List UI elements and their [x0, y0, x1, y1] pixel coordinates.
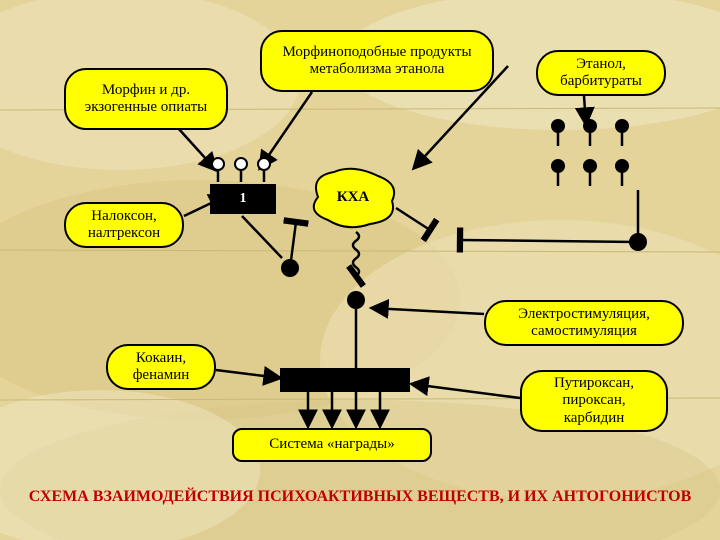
blackbox-box1: 1: [210, 184, 276, 214]
caption-text: СХЕМА ВЗАИМОДЕЙСТВИЯ ПСИХОАКТИВНЫХ ВЕЩЕС…: [29, 488, 692, 505]
diagram-caption: СХЕМА ВЗАИМОДЕЙСТВИЯ ПСИХОАКТИВНЫХ ВЕЩЕС…: [0, 488, 720, 506]
node-metab: Морфиноподобные продукты метаболизма эта…: [260, 30, 494, 92]
node-reward: Система «награды»: [232, 428, 432, 462]
blackbox-box2: [280, 368, 410, 392]
node-nalox: Налоксон, налтрексон: [64, 202, 184, 248]
node-kxa: КХА: [310, 170, 396, 224]
node-electro: Электростимуляция, самостимуляция: [484, 300, 684, 346]
node-morph: Морфин и др. экзогенные опиаты: [64, 68, 228, 130]
node-cocaine: Кокаин, фенамин: [106, 344, 216, 390]
node-putir: Путироксан, пироксан, карбидин: [520, 370, 668, 432]
node-ethanol: Этанол, барбитураты: [536, 50, 666, 96]
